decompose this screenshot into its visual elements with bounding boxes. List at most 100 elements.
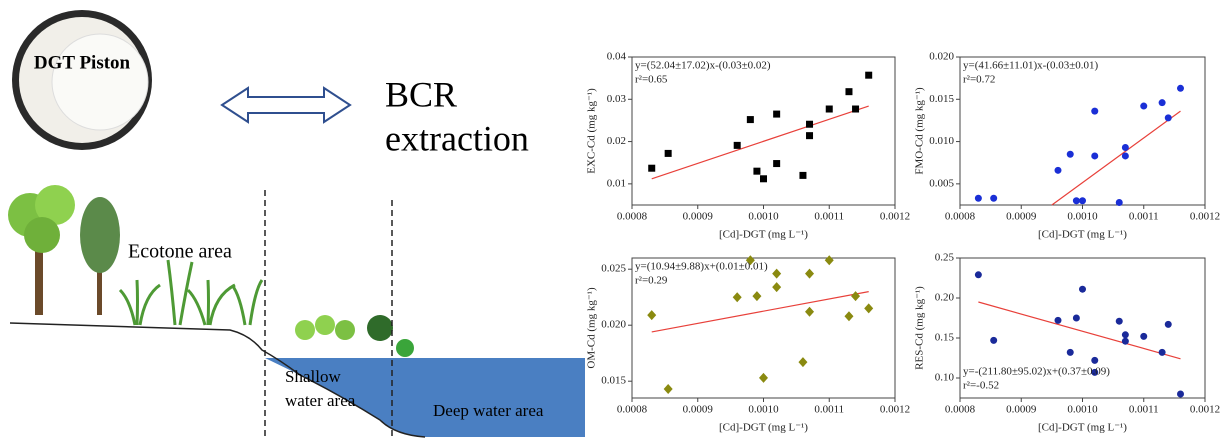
x-tick-label: 0.0011: [814, 211, 844, 223]
point: [1121, 152, 1129, 160]
method-label: BCR: [385, 74, 457, 114]
point: [1072, 197, 1080, 205]
y-tick-label: 0.04: [607, 51, 627, 63]
point: [1066, 150, 1074, 158]
point: [753, 167, 761, 175]
point: [773, 110, 781, 118]
equation: y=-(211.80±95.02)x+(0.37±0.09): [963, 366, 1110, 378]
y-tick-label: 0.03: [607, 93, 627, 105]
x-tick-label: 0.0009: [1006, 404, 1037, 416]
water-plants: [295, 315, 414, 357]
point: [845, 88, 853, 96]
point: [1079, 285, 1086, 293]
x-tick-label: 0.0009: [1006, 211, 1037, 223]
y-tick-label: 0.010: [929, 135, 954, 147]
tree-crown: [24, 217, 60, 253]
point: [990, 336, 998, 344]
point: [864, 303, 874, 314]
x-tick-label: 0.0012: [1190, 211, 1220, 223]
equation: y=(10.94±9.88)x+(0.01±0.01): [635, 261, 768, 273]
grass: [118, 259, 264, 326]
point: [647, 310, 657, 321]
r-squared: r²=0.29: [635, 275, 668, 287]
point: [1115, 317, 1123, 325]
point: [1091, 107, 1099, 115]
y-axis-label: FMO-Cd (mg kg⁻¹): [914, 87, 926, 175]
tree-crown: [35, 185, 75, 225]
point: [664, 149, 672, 157]
x-axis-label: [Cd]-DGT (mg L⁻¹): [719, 422, 808, 434]
x-tick-label: 0.0011: [1129, 404, 1159, 416]
point: [732, 292, 742, 303]
point: [1121, 337, 1129, 345]
point: [1091, 356, 1099, 364]
tree-crown: [80, 197, 120, 273]
point: [806, 120, 814, 128]
y-tick-label: 0.15: [935, 332, 955, 344]
point: [1121, 143, 1129, 151]
y-tick-label: 0.015: [601, 375, 626, 387]
point: [772, 282, 782, 293]
x-tick-label: 0.0009: [683, 211, 714, 223]
zone-label: Ecotone area: [128, 241, 232, 263]
point: [1177, 390, 1184, 398]
point: [733, 141, 741, 149]
equation: y=(41.66±11.01)x-(0.03±0.01): [963, 60, 1099, 72]
point: [759, 372, 768, 383]
y-tick-label: 0.25: [935, 252, 955, 264]
point: [1091, 368, 1099, 376]
x-tick-label: 0.0008: [617, 404, 648, 416]
r-squared: r²=-0.52: [963, 380, 999, 392]
x-tick-label: 0.0010: [748, 211, 779, 223]
y-tick-label: 0.020: [601, 319, 626, 331]
y-tick-label: 0.015: [929, 93, 954, 105]
x-tick-label: 0.0010: [1067, 211, 1098, 223]
x-tick-label: 0.0012: [880, 404, 910, 416]
y-tick-label: 0.025: [601, 263, 626, 275]
point: [1158, 99, 1166, 107]
point: [799, 171, 807, 179]
point: [745, 255, 755, 266]
point: [798, 357, 808, 368]
y-axis-label: RES-Cd (mg kg⁻¹): [914, 286, 926, 370]
zone-label: water area: [285, 391, 356, 410]
y-axis-label: EXC-Cd (mg kg⁻¹): [586, 88, 598, 174]
trend-line: [651, 105, 869, 180]
x-axis-label: [Cd]-DGT (mg L⁻¹): [1038, 422, 1127, 434]
piston-window: [51, 33, 149, 131]
tree-trunk: [97, 250, 102, 315]
x-axis-label: [Cd]-DGT (mg L⁻¹): [1038, 229, 1127, 241]
x-tick-label: 0.0008: [945, 211, 976, 223]
point: [760, 175, 767, 183]
point: [1066, 348, 1074, 356]
point: [752, 291, 762, 302]
point: [663, 384, 673, 395]
x-tick-label: 0.0012: [1190, 404, 1220, 416]
method-label: extraction: [385, 118, 529, 158]
x-tick-label: 0.0010: [748, 404, 779, 416]
y-tick-label: 0.005: [929, 177, 954, 189]
piston-label: DGT Piston: [34, 52, 131, 73]
point: [974, 271, 982, 279]
point: [844, 311, 854, 322]
water: [265, 358, 585, 437]
point: [865, 71, 873, 79]
point: [772, 268, 782, 279]
y-tick-label: 0.02: [607, 135, 626, 147]
point: [806, 132, 814, 140]
y-tick-label: 0.10: [935, 372, 955, 384]
point: [1079, 197, 1086, 205]
point: [1158, 348, 1166, 356]
ground-line: [9, 322, 426, 438]
point: [1054, 316, 1062, 324]
point: [852, 105, 860, 113]
x-tick-label: 0.0008: [945, 404, 976, 416]
zone-label: Deep water area: [433, 401, 544, 420]
y-tick-label: 0.020: [929, 51, 954, 63]
x-tick-label: 0.0010: [1067, 404, 1098, 416]
zone-label: Shallow: [285, 367, 341, 386]
point: [1164, 114, 1172, 122]
point: [825, 105, 833, 113]
point: [648, 164, 656, 172]
